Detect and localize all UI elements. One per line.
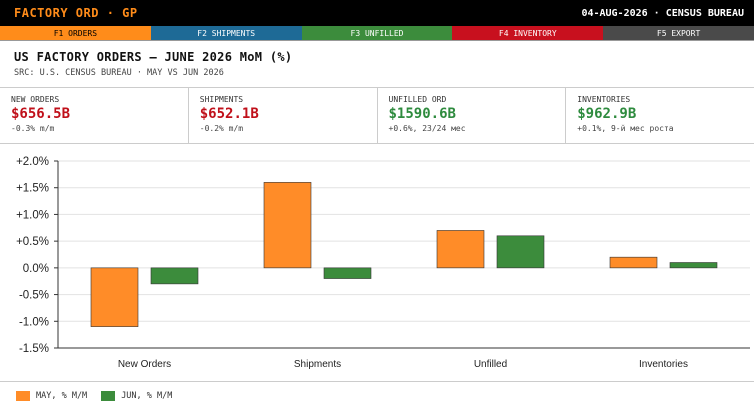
kpi-new-orders: NEW ORDERS $656.5B -0.3% m/m: [0, 88, 189, 143]
bar-jun-unfilled: [496, 235, 545, 269]
kpi-delta: -0.2% m/m: [199, 124, 244, 133]
y-tick-label: 0.0%: [23, 263, 49, 275]
bar-jun-new-orders: [150, 267, 199, 285]
bar-may-unfilled: [436, 230, 485, 269]
bar-chart-svg: +2.0% +1.5% +1.0% +0.5% 0.0% -0.5% -1.0% -1.5% N…: [16, 156, 750, 370]
f3-unfilled-button[interactable]: F3 UNFILLED: [301, 26, 453, 40]
kpi-value: $1590.6B: [388, 106, 456, 122]
kpi-delta: +0.1%, 9-й мес роста: [577, 124, 674, 133]
x-tick-label: New Orders: [118, 359, 171, 370]
bar-jun-inventories: [669, 262, 718, 269]
bar-may-new-orders: [90, 267, 139, 327]
kpi-label: SHIPMENTS: [199, 95, 244, 104]
bar-jun-shipments: [323, 267, 372, 279]
y-tick-label: -1.0%: [19, 316, 49, 328]
kpi-value: $962.9B: [577, 106, 637, 122]
kpi-label: UNFILLED ORD: [388, 95, 447, 104]
chart-header: US FACTORY ORDERS — JUNE 2026 MoM (%) SR…: [0, 42, 754, 88]
f4-inventory-button[interactable]: F4 INVENTORY: [452, 26, 604, 40]
legend-item-jun: JUN, % M/M: [101, 390, 173, 401]
kpi-delta: +0.6%, 23/24 мес: [388, 124, 466, 133]
kpi-delta: -0.3% m/m: [11, 124, 55, 133]
legend-label-jun: JUN, % M/M: [121, 390, 173, 401]
kpi-label: NEW ORDERS: [11, 95, 60, 104]
page-subtitle: SRC: U.S. CENSUS BUREAU · MAY VS JUN 202…: [14, 68, 224, 78]
x-tick-label: Inventories: [639, 359, 688, 370]
f2-shipments-button[interactable]: F2 SHIPMENTS: [150, 26, 302, 40]
kpi-inventories: INVENTORIES $962.9B +0.1%, 9-й мес роста: [566, 88, 754, 143]
y-tick-label: -1.5%: [19, 343, 49, 355]
y-tick-label: +1.0%: [16, 209, 49, 221]
kpi-value: $652.1B: [199, 106, 259, 122]
app-title: FACTORY ORD · GP: [14, 6, 138, 20]
chart-legend: MAY, % M/M JUN, % M/M: [0, 381, 754, 409]
legend-item-may: MAY, % M/M: [16, 390, 88, 401]
legend-label-may: MAY, % M/M: [36, 390, 88, 401]
y-tick-label: +0.5%: [16, 236, 49, 248]
bar-may-inventories: [609, 256, 658, 269]
x-tick-label: Unfilled: [474, 359, 507, 370]
kpi-value: $656.5B: [11, 106, 71, 122]
page-title: US FACTORY ORDERS — JUNE 2026 MoM (%): [14, 50, 293, 64]
bar-may-shipments: [263, 182, 312, 269]
y-tick-label: +1.5%: [16, 183, 49, 195]
bar-chart: +2.0% +1.5% +1.0% +0.5% 0.0% -0.5% -1.0% -1.5% N…: [2, 147, 752, 377]
date-source: 04-AUG-2026 · CENSUS BUREAU: [581, 7, 744, 19]
f5-export-button[interactable]: F5 EXPORT: [603, 26, 754, 40]
kpi-unfilled: UNFILLED ORD $1590.6B +0.6%, 23/24 мес: [378, 88, 567, 143]
x-tick-label: Shipments: [294, 359, 341, 370]
function-key-bar: F1 ORDERS F2 SHIPMENTS F3 UNFILLED F4 IN…: [0, 26, 754, 41]
legend-swatch-jun: [101, 390, 116, 401]
top-bar: FACTORY ORD · GP 04-AUG-2026 · CENSUS BU…: [0, 0, 754, 26]
legend-swatch-may: [16, 390, 30, 401]
kpi-shipments: SHIPMENTS $652.1B -0.2% m/m: [189, 88, 378, 143]
kpi-strip: NEW ORDERS $656.5B -0.3% m/m SHIPMENTS $…: [0, 88, 754, 144]
y-tick-label: -0.5%: [19, 290, 49, 302]
y-tick-label: +2.0%: [16, 156, 49, 168]
kpi-label: INVENTORIES: [577, 95, 631, 104]
f1-orders-button[interactable]: F1 ORDERS: [0, 26, 151, 40]
